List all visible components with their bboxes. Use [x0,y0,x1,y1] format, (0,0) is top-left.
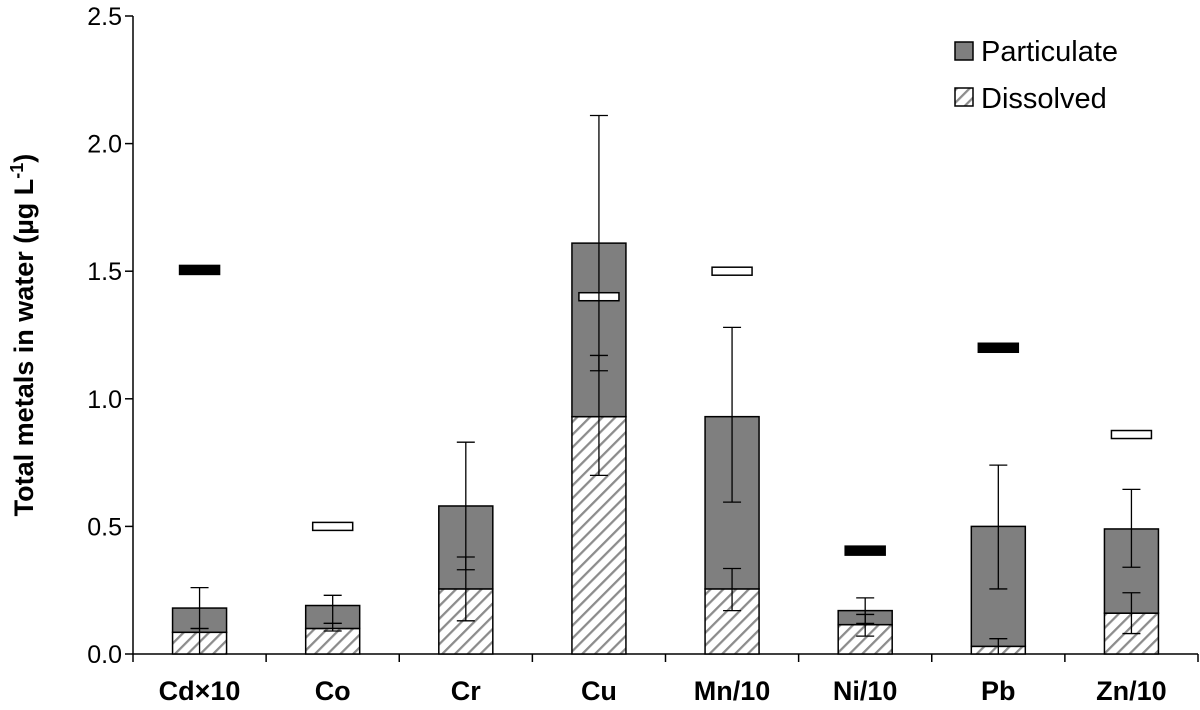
error-bar-dissolved [989,638,1008,654]
guideline-marker [711,266,753,276]
bars [171,242,1160,655]
error-bar-particulate [989,464,1008,590]
y-tick-label: 2.0 [87,131,122,159]
error-bar-particulate [323,594,342,625]
legend-label-particulate: Particulate [981,36,1118,68]
legend-swatch-dissolved [954,87,974,107]
error-bar-particulate [190,586,209,630]
error-bar-particulate [1122,488,1141,568]
error-bar-dissolved [1122,592,1141,635]
guideline-marker [178,264,221,276]
bar-dissolved [304,627,361,655]
y-tick-label: 0.5 [87,513,122,541]
guideline-markers [178,264,1153,556]
y-tick-label: 2.5 [87,3,122,31]
legend: Particulate Dissolved [954,36,1118,115]
y-tick-label: 1.5 [87,258,122,286]
y-axis: 0.0 0.5 1.0 1.5 2.0 2.5 [87,3,134,669]
x-tick-label: Cu [581,676,617,706]
legend-label-dissolved: Dissolved [981,83,1107,115]
error-bar-particulate [456,441,475,571]
x-tick-label: Cd×10 [159,676,241,706]
error-bars [190,114,1141,654]
x-tick-label: Pb [981,676,1016,706]
x-tick-label: Co [315,676,351,706]
guideline-marker [311,521,354,532]
error-bar-particulate [723,326,742,503]
guideline-marker [844,545,886,556]
y-tick-label: 0.0 [87,641,122,669]
guideline-marker [1110,429,1153,440]
x-tick-label: Cr [451,676,481,706]
y-axis-title: Total metals in water (µg L-1) [7,154,39,517]
legend-swatch-particulate [954,41,974,61]
error-bar-particulate [589,114,608,372]
guideline-marker [977,342,1020,354]
error-bar-dissolved [723,567,742,612]
x-axis: Cd×10 Co Cr Cu Mn/10 Ni/10 Pb Zn/10 [132,653,1199,706]
x-tick-label: Zn/10 [1096,676,1167,706]
y-axis-title-superscript: -1 [7,163,27,179]
y-tick-label: 1.0 [87,386,122,414]
x-tick-label: Ni/10 [833,676,898,706]
x-tick-label: Mn/10 [694,676,771,706]
error-bar-particulate [856,597,875,625]
